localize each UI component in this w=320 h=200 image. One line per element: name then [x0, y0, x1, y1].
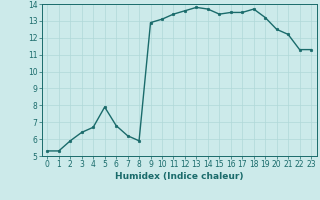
- X-axis label: Humidex (Indice chaleur): Humidex (Indice chaleur): [115, 172, 244, 181]
